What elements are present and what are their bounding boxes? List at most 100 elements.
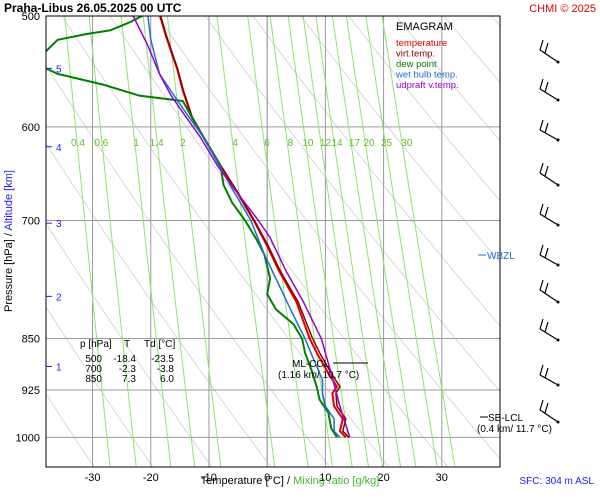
mixing-ratio-label: 6: [264, 138, 270, 149]
dry-adiabat-line: [518, 0, 600, 473]
mixing-ratio-line: [287, 16, 353, 467]
mixing-ratio-line: [64, 16, 111, 467]
x-tick-label: -10: [201, 472, 217, 484]
x-tick-label: 0: [264, 472, 270, 484]
dry-adiabat-line: [565, 0, 600, 473]
mixing-ratio-line: [269, 16, 334, 467]
annotation-ml-ccl-sub: (1.16 km/ 10.7 °C): [278, 370, 359, 381]
x-tick-label: 10: [319, 472, 331, 484]
mixing-ratio-line: [88, 16, 137, 467]
annotation-sb-lcl-sub: (0.4 km/ 11.7 °C): [477, 424, 552, 435]
wind-barb: [539, 78, 560, 102]
header: Praha-Libus 26.05.2025 00 UTC CHMI © 2025: [4, 1, 596, 15]
x-tick-label: 30: [436, 472, 448, 484]
annotation-wbzl: WBZL: [487, 251, 515, 262]
wind-barb: [539, 119, 560, 142]
chart-title: EMAGRAM: [396, 21, 453, 33]
profile-series: [46, 16, 351, 438]
mixing-ratio-label: 0.4: [71, 138, 85, 149]
altitude-tick-label: 2: [56, 292, 62, 303]
table-header: Td [°C]: [144, 339, 175, 350]
table-cell: 7.3: [122, 374, 136, 385]
dry-adiabat-line: [61, 16, 390, 467]
p-tick-label: 600: [22, 122, 40, 134]
dry-adiabat-line: [156, 16, 500, 460]
legend-entry: udpraft v.temp.: [396, 80, 459, 91]
dry-adiabat-line: [300, 16, 500, 264]
dry-adiabat-line: [395, 16, 500, 142]
p-tick-label: 850: [22, 334, 40, 346]
mixing-ratio-label: 14: [331, 138, 343, 149]
series-line-udpraft-v-temp: [132, 16, 351, 438]
mixing-ratio-label: 17: [349, 138, 361, 149]
wind-barb: [539, 364, 560, 387]
mixing-ratio-line: [381, 16, 456, 467]
mixing-ratio-label: 12: [320, 138, 332, 149]
annotation-sb-lcl: SB-LCL: [488, 413, 523, 424]
station-datetime: Praha-Libus 26.05.2025 00 UTC: [4, 1, 182, 15]
copyright: CHMI © 2025: [529, 3, 596, 15]
mixing-ratio-label: 2: [180, 138, 186, 149]
wind-barb: [539, 39, 560, 64]
dry-adiabat-line: [46, 392, 95, 467]
plot-frame: [45, 15, 501, 468]
surface-info: SFC: 304 m ASL: [520, 476, 595, 487]
table-cell: 850: [85, 374, 102, 385]
wind-barb: [539, 162, 560, 187]
dry-adiabat-line: [46, 142, 272, 467]
dry-adiabat-line: [109, 16, 449, 467]
series-line-dew-point: [46, 16, 338, 438]
mixing-ratio-line: [120, 16, 172, 467]
mixing-ratio-label: 20: [363, 138, 375, 149]
p-tick-label: 925: [22, 385, 40, 397]
mixing-ratio-label: 30: [401, 138, 413, 149]
mixing-ratio-line: [365, 16, 438, 467]
series-line-virt-temp: [159, 16, 350, 438]
annotations: ML-CCL(1.16 km/ 10.7 °C) WBZL SB-LCL(0.4 k…: [278, 251, 594, 487]
mixing-ratio-line: [216, 16, 276, 467]
mixing-ratio-label: 10: [302, 138, 314, 149]
table-cell: -18.4: [113, 354, 136, 365]
x-axis-label: Temperature [°C] / Mixing ratio [g/kg]: [201, 475, 380, 487]
mixing-ratio-line: [345, 16, 417, 467]
altitude-tick-label: 1: [56, 363, 62, 374]
mixing-ratio-line: [331, 16, 402, 467]
mixing-ratio-label: 4: [232, 138, 238, 149]
altitude-tick-label: 4: [56, 143, 62, 154]
x-tick-label: 20: [377, 472, 389, 484]
altitude-tick-label: 3: [56, 219, 62, 230]
p-tick-label: 700: [22, 216, 40, 228]
mixing-ratio-line: [315, 16, 384, 467]
dry-adiabat-line: [46, 306, 154, 467]
table-cell: 700: [85, 364, 102, 375]
table-header: p [hPa]: [80, 339, 112, 350]
wind-barb: [539, 399, 560, 424]
dry-adiabat-line: [204, 16, 500, 393]
table-cell: 500: [85, 354, 102, 365]
mixing-ratio-line: [142, 16, 196, 467]
mixing-ratio-label: 8: [288, 138, 294, 149]
y-axis-label: Pressure [hPa] / Altitude [km]: [3, 170, 15, 312]
table-cell: -23.5: [151, 354, 174, 365]
mixing-ratio-line: [302, 16, 370, 467]
axes: 0.4 0.6 1 1.4 2 4 6 8 10 12 14 17 20 25 30-30 -20 -10 0 10…: [3, 11, 448, 487]
annotation-ml-ccl: ML-CCL: [292, 359, 330, 370]
grid-lines: [46, 0, 600, 473]
dry-adiabat-line: [252, 16, 500, 327]
mixing-ratio-lines: [64, 16, 456, 467]
table-cell: -3.8: [157, 364, 175, 375]
table-header: T: [124, 339, 130, 350]
x-tick-label: -20: [143, 472, 159, 484]
mixing-ratio-label: 0.6: [94, 138, 108, 149]
legend-entry: temperature: [396, 38, 447, 49]
mixing-ratio-line: [166, 16, 222, 467]
table-cell: -2.3: [119, 364, 137, 375]
dry-adiabat-line: [347, 16, 500, 202]
x-tick-label: -30: [85, 472, 101, 484]
legend-entry: wet bulb temp.: [395, 70, 458, 81]
wind-barb: [539, 203, 560, 227]
wind-barb: [539, 279, 560, 304]
dry-adiabat-line: [46, 222, 213, 467]
